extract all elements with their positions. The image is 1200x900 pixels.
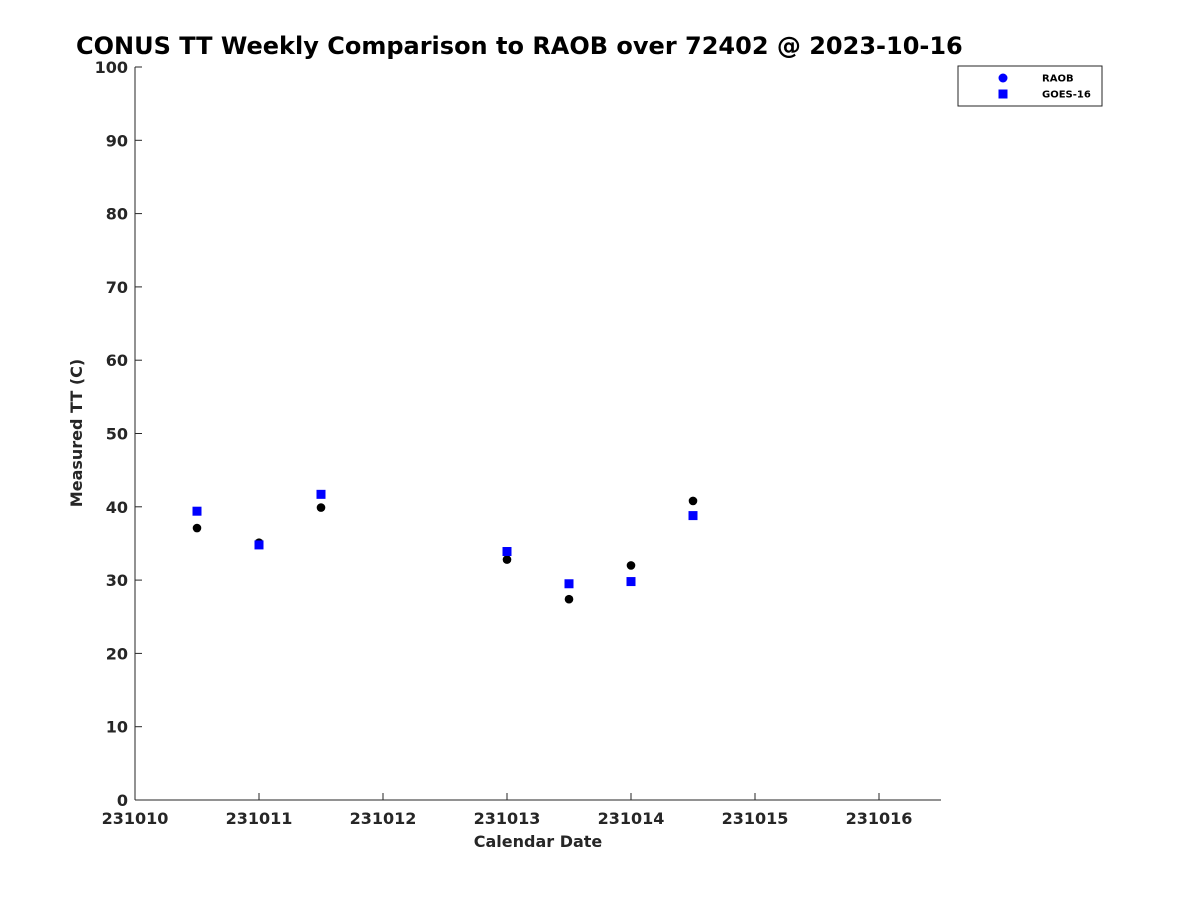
y-tick-label: 50	[106, 425, 128, 444]
y-tick-label: 40	[106, 498, 128, 517]
y-tick-label: 80	[106, 205, 128, 224]
x-tick-label: 231011	[226, 809, 293, 828]
x-tick-label: 231013	[474, 809, 541, 828]
point-raob	[316, 503, 326, 512]
y-tick-label: 70	[106, 278, 128, 297]
x-tick-label: 231014	[598, 809, 665, 828]
point-raob	[192, 523, 202, 533]
legend-label-goes16: GOES-16	[1042, 90, 1091, 101]
x-tick-label: 231012	[350, 809, 417, 828]
y-tick-label: 20	[106, 644, 128, 663]
legend-marker-raob	[998, 73, 1008, 83]
y-axis-label: Measured TT (C)	[67, 359, 86, 507]
y-tick-label: 10	[106, 718, 128, 737]
point-goes16	[502, 547, 512, 557]
y-tick-label: 30	[106, 571, 128, 590]
x-tick-label: 231015	[722, 809, 789, 828]
point-goes16	[316, 489, 326, 499]
point-goes16	[626, 577, 636, 587]
point-raob	[564, 594, 574, 604]
x-tick-label: 231016	[846, 809, 913, 828]
point-goes16	[254, 540, 264, 550]
point-raob	[688, 496, 698, 506]
x-axis-label: Calendar Date	[474, 832, 603, 851]
y-tick-label: 90	[106, 131, 128, 150]
x-axis: 231010 231011 231012 231013 231014 231015 2310…	[102, 793, 913, 828]
point-goes16	[564, 579, 574, 589]
point-raob	[626, 561, 636, 570]
legend: RAOB GOES-16	[957, 65, 1103, 107]
point-goes16	[688, 511, 698, 521]
y-tick-label: 100	[95, 58, 128, 77]
y-tick-label: 0	[117, 791, 128, 810]
data-points	[192, 489, 698, 604]
y-axis: 0 10 20 30 40 50 60 70 80 90 100	[95, 58, 142, 810]
point-raob	[502, 555, 512, 564]
legend-box	[957, 65, 1103, 107]
point-goes16	[192, 506, 202, 516]
legend-marker-goes16	[998, 89, 1008, 99]
chart-title: CONUS TT Weekly Comparison to RAOB over …	[76, 32, 963, 60]
y-tick-label: 60	[106, 351, 128, 370]
legend-label-raob: RAOB	[1042, 74, 1074, 85]
x-tick-label: 231010	[102, 809, 169, 828]
